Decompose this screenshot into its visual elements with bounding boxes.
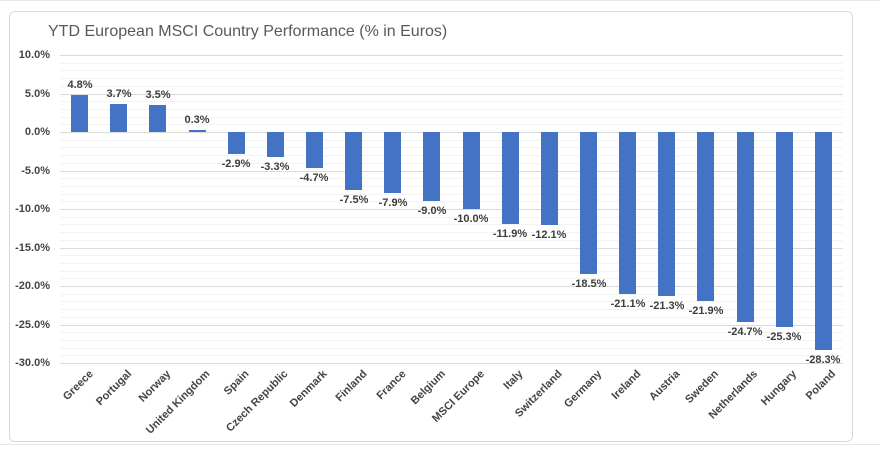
bar [228, 132, 245, 154]
gridline-minor [60, 255, 843, 256]
bar-value-label: -25.3% [766, 331, 802, 343]
bar-value-label: -18.5% [571, 278, 607, 290]
screenshot-bottom-edge-line [0, 444, 880, 445]
gridline-major [60, 363, 843, 364]
bar-value-label: -12.1% [531, 229, 567, 241]
y-axis-tick-label: 10.0% [18, 49, 50, 61]
bar [189, 130, 206, 132]
gridline-major [60, 132, 843, 133]
gridline-minor [60, 294, 843, 295]
gridline-minor [60, 201, 843, 202]
bar-value-label: -10.0% [453, 213, 489, 225]
gridline-minor [60, 348, 843, 349]
gridline-minor [60, 186, 843, 187]
bar [110, 104, 127, 132]
chart-title: YTD European MSCI Country Performance (%… [48, 23, 448, 40]
bar [345, 132, 362, 190]
bar [658, 132, 675, 296]
gridline-minor [60, 163, 843, 164]
bar [502, 132, 519, 224]
bar [149, 105, 166, 132]
gridline-minor [60, 271, 843, 272]
bar [697, 132, 714, 301]
gridline-minor [60, 332, 843, 333]
gridline-minor [60, 178, 843, 179]
bar [541, 132, 558, 225]
gridline-minor [60, 355, 843, 356]
bar [267, 132, 284, 157]
bar-value-label: -7.5% [339, 194, 369, 206]
gridline-minor [60, 240, 843, 241]
bar [306, 132, 323, 168]
bar-value-label: 3.5% [145, 89, 171, 101]
gridline-minor [60, 278, 843, 279]
bar-value-label: -21.9% [688, 305, 724, 317]
y-axis-tick-label: -10.0% [15, 203, 50, 215]
bar-value-label: -3.3% [260, 161, 290, 173]
screenshot-top-edge-line [0, 0, 880, 1]
gridline-minor [60, 78, 843, 79]
bar-value-label: -28.3% [805, 354, 841, 366]
gridline-minor [60, 309, 843, 310]
gridline-minor [60, 140, 843, 141]
bar [815, 132, 832, 350]
gridline-minor [60, 340, 843, 341]
gridline-minor [60, 70, 843, 71]
bar-value-label: -21.3% [649, 300, 685, 312]
gridline-major [60, 55, 843, 56]
gridline-minor [60, 317, 843, 318]
y-axis-tick-label: 5.0% [24, 88, 50, 100]
gridline-minor [60, 232, 843, 233]
gridline-major [60, 209, 843, 210]
gridline-minor [60, 63, 843, 64]
y-axis-tick-label: -5.0% [21, 165, 50, 177]
bar [423, 132, 440, 201]
bar-value-label: 4.8% [67, 79, 93, 91]
gridline-minor [60, 217, 843, 218]
y-axis-tick-label: -30.0% [15, 357, 50, 369]
gridline-major [60, 94, 843, 95]
gridline-minor [60, 124, 843, 125]
y-axis-tick-label: 0.0% [24, 126, 50, 138]
gridline-major [60, 325, 843, 326]
bar-value-label: -4.7% [299, 172, 329, 184]
gridline-minor [60, 86, 843, 87]
bar-value-label: -24.7% [727, 326, 763, 338]
bar-value-label: -9.0% [417, 205, 447, 217]
y-axis-tick-label: -20.0% [15, 280, 50, 292]
gridline-minor [60, 117, 843, 118]
bar-value-label: -7.9% [378, 197, 408, 209]
gridline-major [60, 171, 843, 172]
gridline-minor [60, 155, 843, 156]
gridline-minor [60, 301, 843, 302]
gridline-minor [60, 224, 843, 225]
bar-value-label: -21.1% [610, 298, 646, 310]
bar-value-label: 0.3% [184, 114, 210, 126]
bar [619, 132, 636, 294]
gridline-minor [60, 109, 843, 110]
gridline-major [60, 286, 843, 287]
gridline-minor [60, 147, 843, 148]
bar [580, 132, 597, 274]
bar-value-label: -2.9% [221, 158, 251, 170]
bar [737, 132, 754, 322]
gridline-minor [60, 101, 843, 102]
bar [776, 132, 793, 327]
bar [71, 95, 88, 132]
y-axis-tick-label: -25.0% [15, 319, 50, 331]
y-axis-tick-label: -15.0% [15, 242, 50, 254]
gridline-minor [60, 194, 843, 195]
bar [384, 132, 401, 193]
gridline-major [60, 248, 843, 249]
gridline-minor [60, 263, 843, 264]
bar [463, 132, 480, 209]
bar-value-label: -11.9% [492, 228, 528, 240]
bar-value-label: 3.7% [106, 88, 132, 100]
